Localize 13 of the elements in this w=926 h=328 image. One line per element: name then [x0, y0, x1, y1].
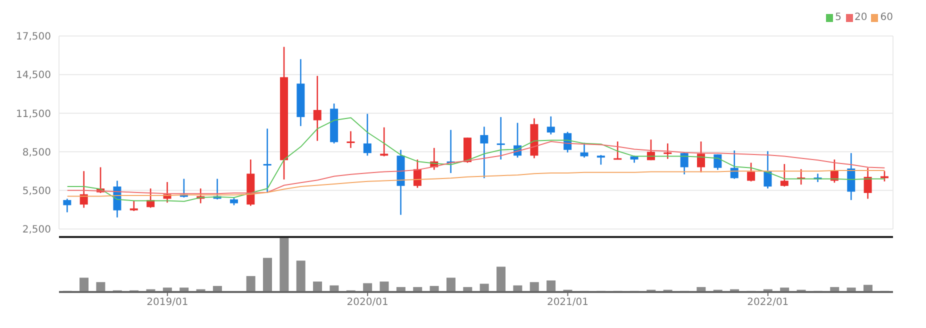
legend-label: 60 [880, 12, 893, 23]
y-tick-label: 11,500 [16, 108, 51, 120]
y-tick-label: 5,500 [22, 186, 51, 197]
legend-label: 5 [835, 12, 842, 23]
y-tick-label: 8,500 [22, 147, 51, 158]
x-tick-label: 2019/01 [146, 297, 188, 308]
x-tick-label: 2022/01 [747, 297, 789, 308]
y-tick-label: 17,500 [16, 32, 51, 43]
x-tick-label: 2020/01 [346, 297, 388, 308]
y-tick-label: 2,500 [22, 224, 51, 236]
legend-label: 20 [854, 12, 868, 23]
x-tick-label: 2021/01 [546, 297, 589, 308]
y-tick-label: 14,500 [16, 70, 51, 82]
